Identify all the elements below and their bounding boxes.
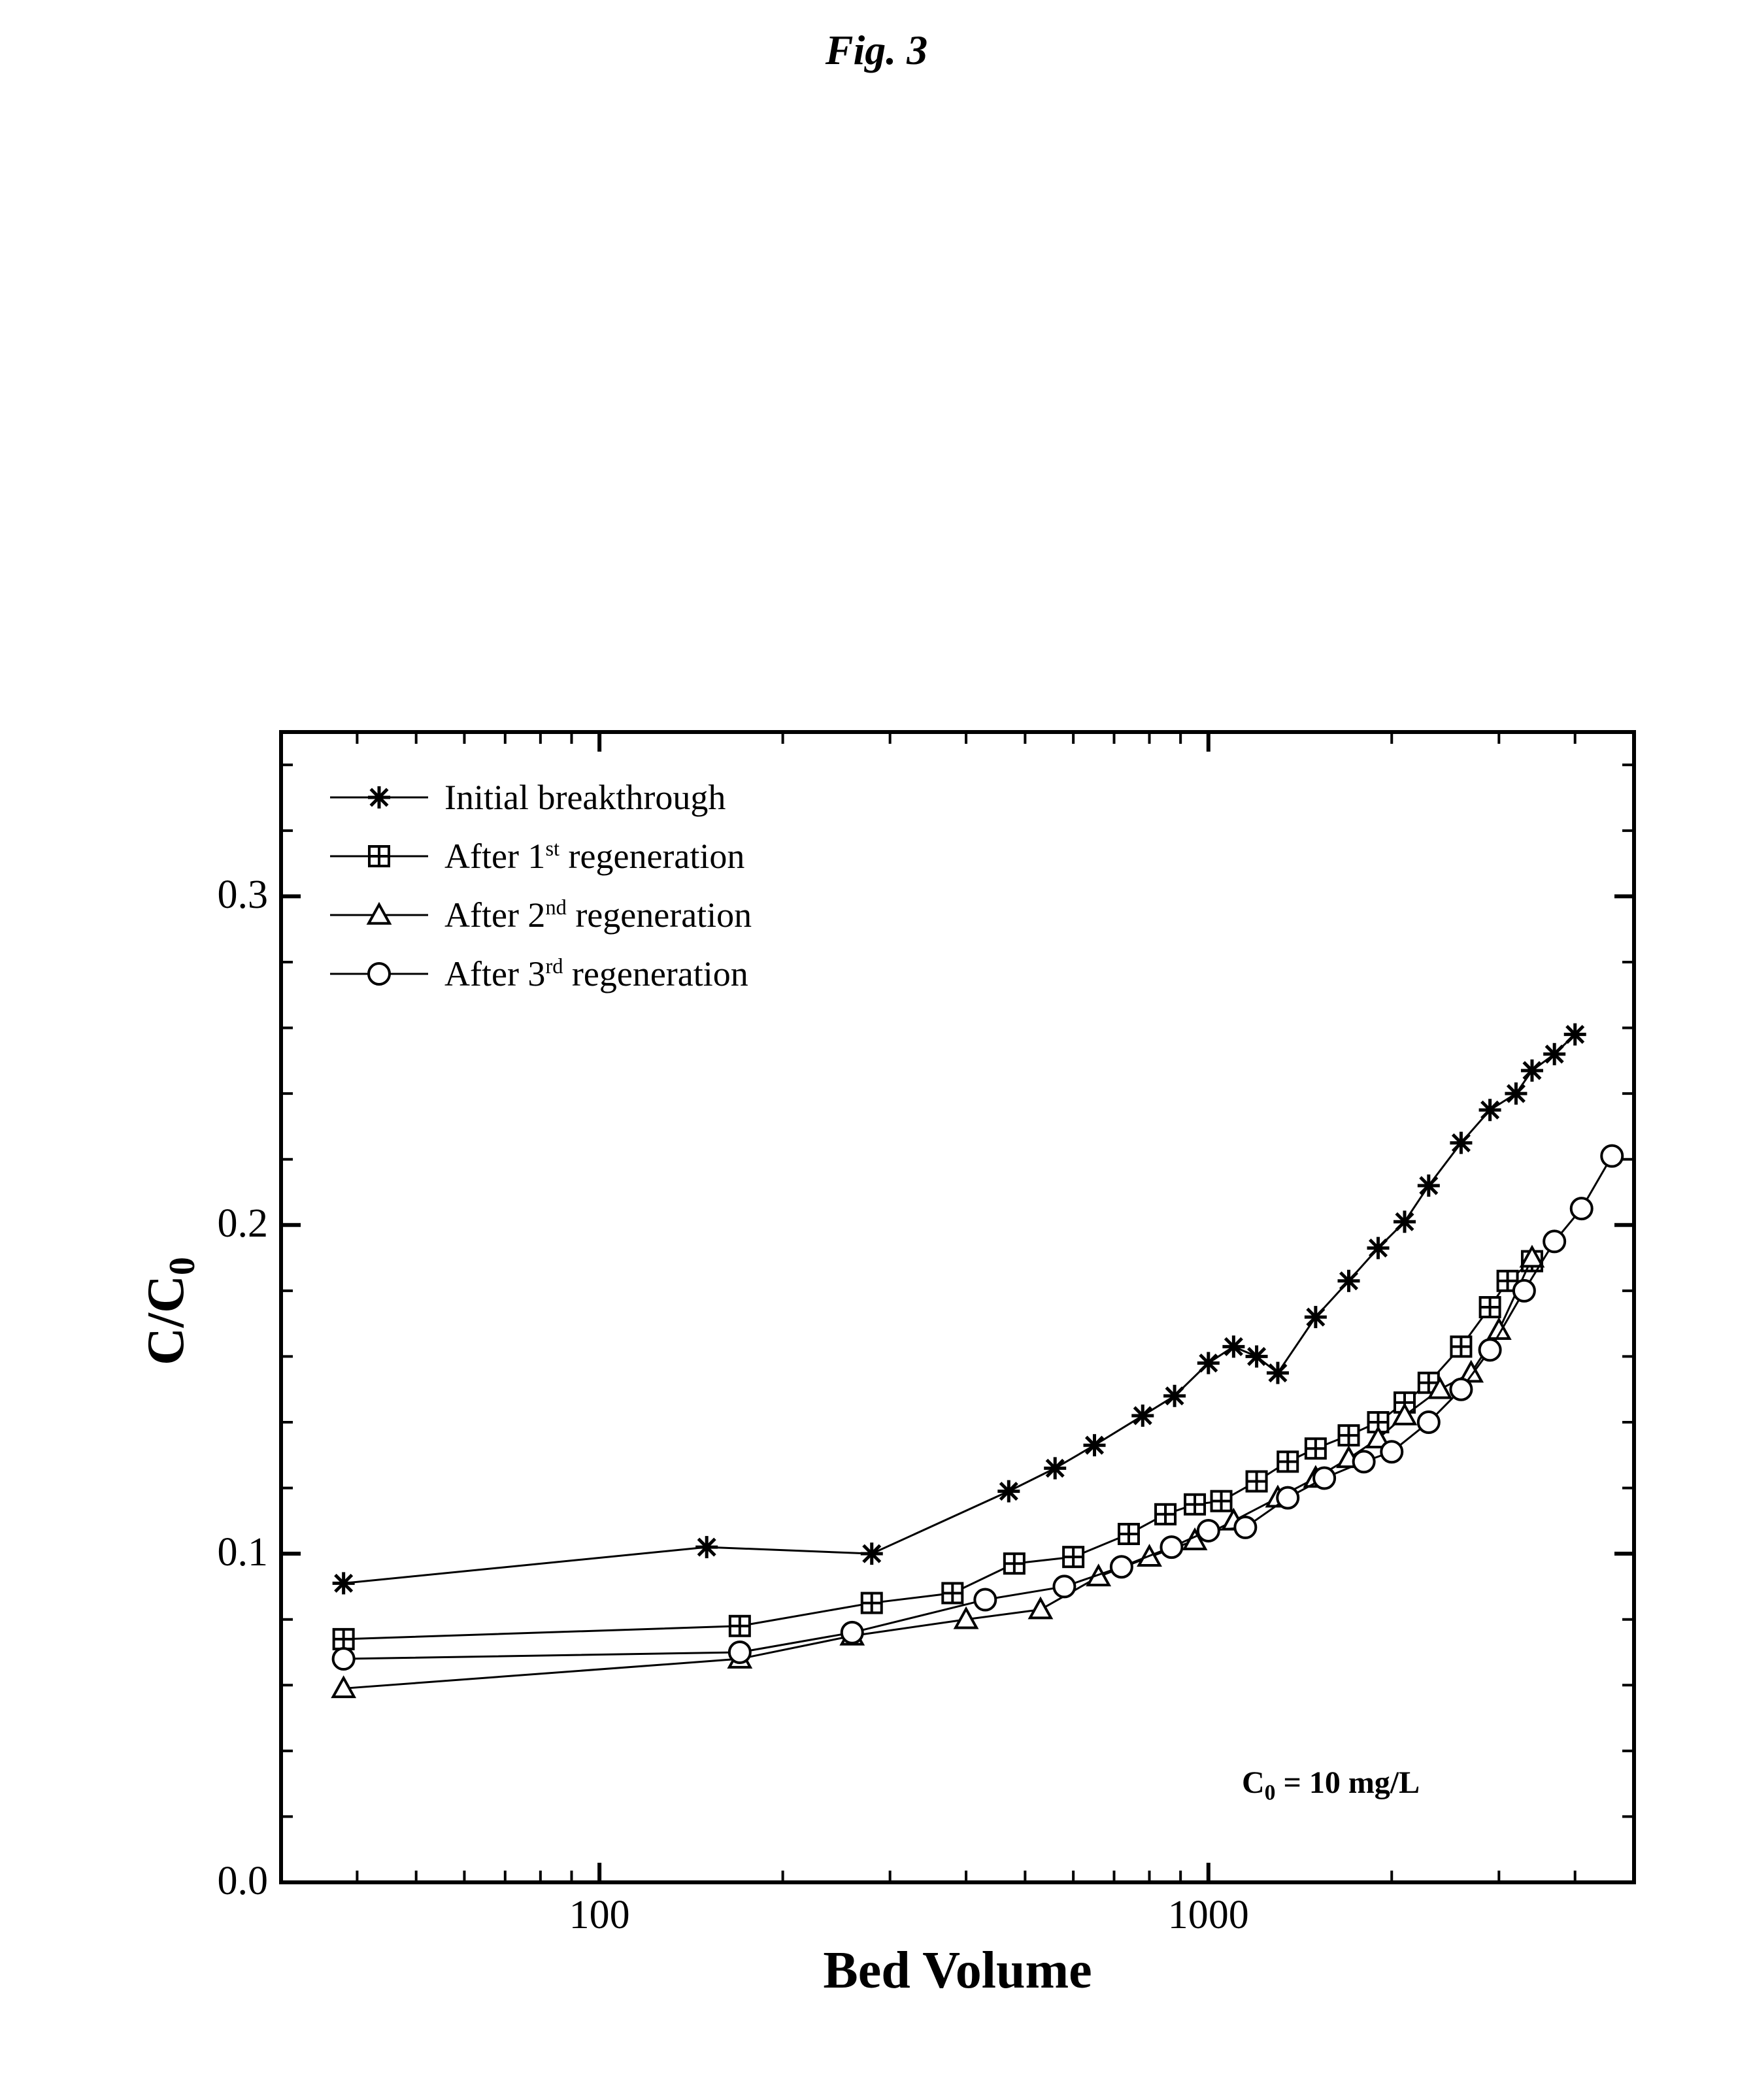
x-tick-label: 1000 [1163, 1892, 1254, 1939]
legend-label-initial: Initial breakthrough [444, 777, 726, 818]
x-tick-label: 100 [554, 1892, 645, 1939]
x-axis-label: Bed Volume [281, 1941, 1634, 2001]
series-regen3 [333, 1146, 1623, 1669]
legend-marker-regen2 [327, 886, 438, 944]
figure-container: Fig. 3 Initial breakthroughAfter 1st reg… [0, 0, 1753, 2100]
legend-marker-regen3 [327, 944, 438, 1003]
c0-annotation: C0 = 10 mg/L [1242, 1765, 1420, 1806]
legend-label-regen3: After 3rd regeneration [444, 954, 748, 994]
legend-marker-regen1 [327, 827, 438, 886]
legend-marker-initial [327, 768, 438, 827]
y-tick-label: 0.2 [218, 1201, 269, 1247]
y-tick-label: 0.0 [218, 1858, 269, 1905]
y-axis-label: C/C0 [137, 1226, 203, 1396]
legend-row-regen1: After 1st regeneration [327, 827, 752, 886]
chart-svg [0, 0, 1753, 2100]
chart-legend: Initial breakthrough After 1st regenerati… [327, 768, 752, 1003]
y-tick-label: 0.3 [218, 872, 269, 918]
legend-row-regen2: After 2nd regeneration [327, 886, 752, 944]
y-tick-label: 0.1 [218, 1529, 269, 1576]
series-initial [333, 1024, 1586, 1595]
legend-label-regen1: After 1st regeneration [444, 836, 744, 876]
legend-row-initial: Initial breakthrough [327, 768, 752, 827]
legend-label-regen2: After 2nd regeneration [444, 895, 752, 935]
legend-row-regen3: After 3rd regeneration [327, 944, 752, 1003]
